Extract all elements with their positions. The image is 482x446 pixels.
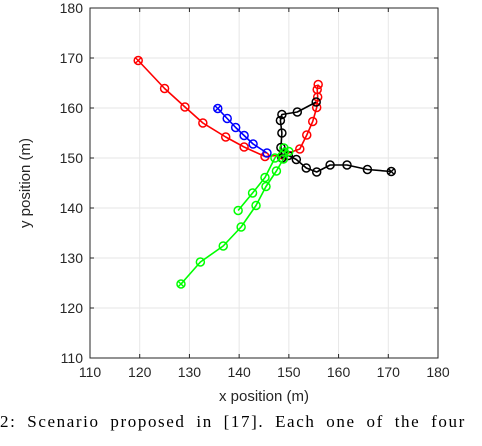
data-point [292, 107, 303, 117]
x-axis-label: x position (m) [219, 388, 309, 405]
data-point [248, 139, 258, 149]
y-tick-label: 160 [60, 100, 84, 116]
data-point [195, 257, 206, 267]
data-point [271, 166, 282, 176]
data-point [277, 128, 287, 138]
x-tick-label: 150 [277, 364, 301, 380]
trajectory-series [176, 143, 294, 289]
start-marker-cross [387, 168, 395, 175]
y-tick-label: 150 [60, 150, 84, 166]
data-point [251, 200, 261, 211]
figure-caption: 2: Scenario proposed in [17]. Each one o… [0, 412, 466, 431]
x-tick-label: 170 [377, 364, 401, 380]
y-tick-label: 110 [61, 350, 84, 366]
data-point [247, 188, 258, 198]
data-point [325, 160, 335, 170]
start-marker [213, 103, 223, 114]
y-tick-label: 180 [60, 0, 84, 16]
x-tick-label: 110 [79, 364, 102, 380]
data-point [291, 154, 302, 165]
data-point [311, 102, 322, 113]
data-point [312, 84, 322, 95]
y-tick-label: 140 [60, 200, 84, 216]
start-marker [133, 55, 143, 66]
start-marker-cross [134, 57, 142, 64]
y-tick-label: 130 [60, 250, 84, 266]
data-point [239, 142, 249, 152]
data-point [307, 116, 318, 127]
x-tick-label: 120 [128, 364, 152, 380]
data-point [198, 118, 208, 128]
y-axis-label: y position (m) [17, 138, 34, 228]
x-tick-label: 180 [426, 364, 450, 380]
trajectory-line [279, 101, 392, 173]
data-point [311, 97, 321, 107]
x-tick-label: 140 [227, 364, 251, 380]
data-point [230, 122, 241, 133]
start-marker [176, 279, 186, 289]
start-marker-cross [177, 280, 185, 288]
data-point [275, 115, 286, 126]
series-layer [133, 55, 397, 289]
x-tick-label: 130 [178, 364, 202, 380]
data-point [260, 172, 270, 183]
start-marker [386, 166, 397, 177]
data-point [218, 241, 228, 251]
data-point [311, 167, 322, 177]
x-tick-label: 160 [327, 364, 351, 380]
y-tick-label: 170 [60, 50, 84, 66]
data-point [180, 102, 190, 112]
data-point [301, 163, 312, 173]
grid [89, 7, 439, 359]
tick-layer: 110 120 130 140 150 160 170 180 110 120 130 140 150 1… [60, 0, 450, 380]
data-point [222, 113, 232, 124]
data-point [261, 181, 271, 192]
data-point [220, 132, 231, 142]
start-marker-cross [214, 105, 222, 112]
trajectory-line [217, 107, 268, 154]
data-point [279, 143, 289, 153]
trajectory-series [275, 97, 397, 177]
data-point [302, 130, 312, 140]
plot-frame [89, 7, 439, 359]
data-point [295, 144, 305, 154]
data-point [313, 79, 323, 90]
data-point [362, 164, 373, 175]
data-point [342, 160, 352, 170]
y-tick-label: 120 [60, 300, 84, 316]
data-point [236, 222, 246, 232]
trajectory-series [213, 103, 272, 158]
data-point [239, 130, 249, 141]
data-point [159, 83, 170, 94]
data-point [233, 205, 243, 216]
data-point [262, 148, 272, 158]
data-point [270, 153, 280, 163]
data-point [277, 109, 287, 120]
